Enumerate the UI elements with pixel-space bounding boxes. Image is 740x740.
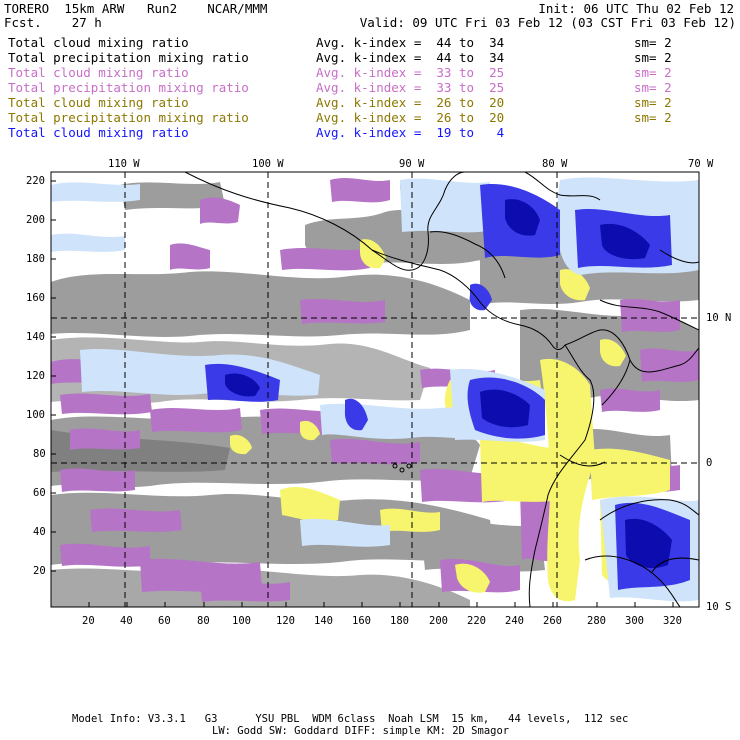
legend-field: Total cloud mixing ratio: [8, 65, 189, 80]
legend-index: Avg. k-index = 19 to 4: [316, 125, 505, 140]
x-tick-label: 320: [663, 615, 682, 627]
lon-label: 70 W: [688, 158, 714, 170]
x-tick-label: 120: [276, 615, 295, 627]
lon-label: 110 W: [108, 158, 140, 170]
lon-label: 80 W: [542, 158, 568, 170]
x-tick-label: 220: [467, 615, 486, 627]
x-tick-label: 200: [429, 615, 448, 627]
y-tick-label: 20: [33, 565, 46, 577]
y-tick-label: 180: [26, 253, 45, 265]
legend-field: Total cloud mixing ratio: [8, 125, 189, 140]
legend-smoothing: sm= 2: [634, 65, 672, 80]
legend-row: Total cloud mixing ratio: [8, 36, 189, 50]
y-tick-label: 220: [26, 175, 45, 187]
coastlines: [184, 172, 699, 607]
legend-index: Avg. k-index = 33 to 25: [316, 80, 505, 95]
lat-label: 10 N: [706, 312, 732, 324]
forecast-map: [50, 171, 700, 608]
legend-smoothing: sm= 2: [634, 110, 672, 125]
x-tick-label: 280: [587, 615, 606, 627]
legend-field: Total cloud mixing ratio: [8, 95, 189, 110]
lon-label: 100 W: [252, 158, 284, 170]
init-time: Init: 06 UTC Thu 02 Feb 12: [538, 1, 734, 16]
y-tick-label: 200: [26, 214, 45, 226]
legend-field: Total cloud mixing ratio: [8, 35, 189, 50]
legend-index: Avg. k-index = 44 to 34: [316, 50, 505, 65]
y-tick-label: 120: [26, 370, 45, 382]
y-tick-label: 80: [33, 448, 46, 460]
x-tick-label: 300: [625, 615, 644, 627]
y-tick-label: 140: [26, 331, 45, 343]
legend-field: Total precipitation mixing ratio: [8, 80, 249, 95]
x-tick-label: 80: [197, 615, 210, 627]
lat-label: 0: [706, 457, 713, 469]
y-tick-label: 100: [26, 409, 45, 421]
legend-field: Total precipitation mixing ratio: [8, 50, 249, 65]
dark-blue-cores: [225, 199, 672, 569]
x-tick-label: 260: [543, 615, 562, 627]
valid-time: Valid: 09 UTC Fri 03 Feb 12 (03 CST Fri …: [359, 15, 736, 30]
legend-field: Total precipitation mixing ratio: [8, 110, 249, 125]
y-tick-label: 60: [33, 487, 46, 499]
x-tick-label: 100: [232, 615, 251, 627]
axis-ticks: [51, 180, 674, 607]
legend-smoothing: sm= 2: [634, 95, 672, 110]
y-tick-label: 40: [33, 526, 46, 538]
y-tick-label: 160: [26, 292, 45, 304]
lat-label: 10 S: [706, 601, 732, 613]
physics-info: LW: Godd SW: Goddard DIFF: simple KM: 2D…: [212, 725, 510, 737]
legend-smoothing: sm= 2: [634, 50, 672, 65]
legend-index: Avg. k-index = 44 to 34: [316, 35, 505, 50]
x-tick-label: 140: [314, 615, 333, 627]
model-info: Model Info: V3.3.1 G3 YSU PBL WDM 6class…: [72, 713, 629, 725]
run-title: TORERO 15km ARW Run2 NCAR/MMM: [4, 1, 268, 16]
legend-smoothing: sm= 2: [634, 35, 672, 50]
x-tick-label: 40: [120, 615, 133, 627]
legend-index: Avg. k-index = 26 to 20: [316, 95, 505, 110]
lon-label: 90 W: [399, 158, 425, 170]
forecast-hour: Fcst. 27 h: [4, 15, 102, 30]
x-tick-label: 240: [505, 615, 524, 627]
graticule: [51, 172, 699, 607]
plot-frame: [50, 171, 700, 608]
x-tick-label: 60: [158, 615, 171, 627]
legend-smoothing: sm= 2: [634, 80, 672, 95]
x-tick-label: 160: [352, 615, 371, 627]
legend-index: Avg. k-index = 26 to 20: [316, 110, 505, 125]
x-tick-label: 20: [82, 615, 95, 627]
legend-index: Avg. k-index = 33 to 25: [316, 65, 505, 80]
x-tick-label: 180: [390, 615, 409, 627]
